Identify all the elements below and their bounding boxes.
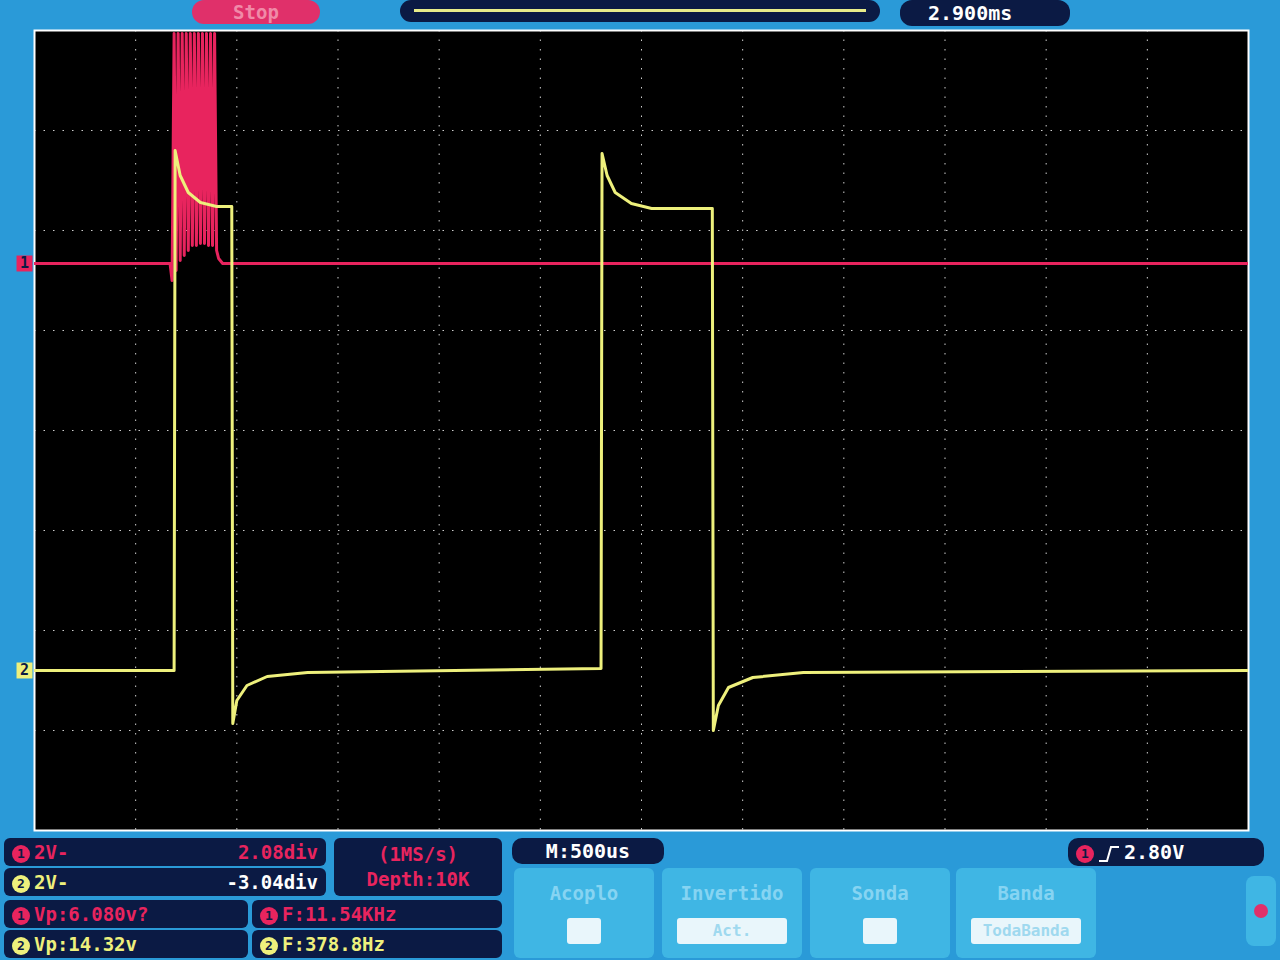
- html-text:1: 1: [1081, 845, 1089, 861]
- html-text:Acoplo: Acoplo: [549, 882, 619, 904]
- html-text:1: 1: [265, 907, 273, 923]
- html-text:(1MS/s): (1MS/s): [378, 843, 458, 865]
- html-text:-3.04div: -3.04div: [226, 871, 318, 893]
- html-text:Vp:14.32v: Vp:14.32v: [34, 933, 137, 955]
- html-text:F:378.8Hz: F:378.8Hz: [282, 933, 385, 955]
- html-text:2.08div: 2.08div: [237, 841, 318, 863]
- html-text:1: 1: [17, 845, 25, 861]
- html-text:1: 1: [17, 907, 25, 923]
- html-text:2.900ms: 2.900ms: [928, 1, 1013, 25]
- html-text:TodaBanda: TodaBanda: [982, 921, 1070, 940]
- html-text:Depth:10K: Depth:10K: [366, 868, 470, 890]
- html-text:Invertido: Invertido: [680, 882, 784, 904]
- html-text:2: 2: [17, 875, 25, 891]
- html-text:M:500us: M:500us: [545, 839, 631, 863]
- html-text:2V-: 2V-: [34, 841, 69, 863]
- html-text:Act.: Act.: [712, 921, 752, 940]
- html-text:Stop: Stop: [233, 1, 279, 23]
- html-text:2.80V: 2.80V: [1124, 840, 1185, 864]
- html-text:F:11.54KHz: F:11.54KHz: [282, 903, 397, 925]
- svg-text:1: 1: [20, 254, 29, 272]
- svg-text:2: 2: [20, 661, 29, 679]
- html-text:2: 2: [265, 937, 273, 953]
- html-text:Banda: Banda: [997, 882, 1055, 904]
- html-text:2V-: 2V-: [34, 871, 69, 893]
- html-text:2: 2: [17, 937, 25, 953]
- html-text:Sonda: Sonda: [851, 882, 909, 904]
- html-text:Vp:6.080v?: Vp:6.080v?: [34, 903, 149, 925]
